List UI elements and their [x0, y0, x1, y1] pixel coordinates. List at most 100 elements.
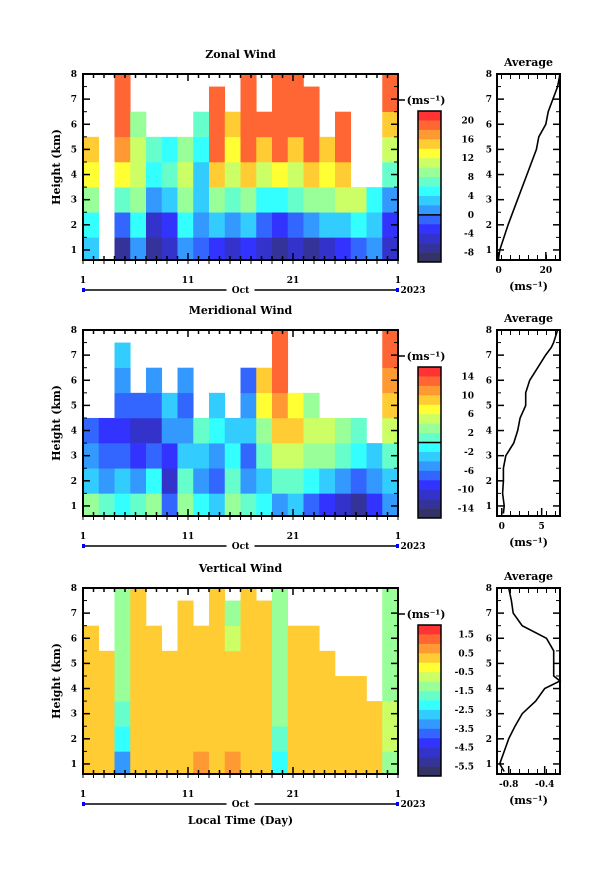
heatmap-cell — [240, 136, 257, 163]
heatmap-cell — [350, 675, 367, 702]
month-span-start — [82, 802, 85, 806]
profile-y-tick-label: 1 — [486, 502, 492, 512]
heatmap-cell — [366, 187, 383, 213]
heatmap-cell — [177, 187, 194, 213]
profile-y-tick-label: 7 — [486, 609, 492, 619]
profile-y-tick-label: 4 — [486, 171, 492, 181]
heatmap-cell — [366, 237, 383, 261]
heatmap-cell — [224, 111, 241, 138]
heatmap-cell — [382, 330, 399, 343]
heatmap-cell — [382, 625, 399, 652]
heatmap-cell — [177, 493, 194, 517]
heatmap-cell — [209, 493, 226, 517]
heatmap-cell — [335, 136, 352, 163]
colorbar-label: 20 — [461, 116, 474, 126]
colorbar-swatch — [418, 423, 441, 434]
heatmap-cell — [83, 161, 100, 188]
heatmap-cell — [272, 650, 289, 677]
heatmap-cell — [287, 751, 304, 775]
heatmap-cell — [146, 625, 163, 652]
y-tick-label: 1 — [71, 760, 77, 770]
heatmap-cell — [256, 493, 273, 517]
heatmap-cell — [224, 726, 241, 752]
heatmap-cell — [272, 86, 289, 113]
heatmap-cell — [335, 443, 352, 469]
heatmap-cell — [303, 161, 320, 188]
heatmap-cell — [335, 212, 352, 238]
y-axis-label: Height (km) — [50, 129, 63, 205]
heatmap-cell — [146, 650, 163, 677]
profile-y-tick-label: 3 — [486, 452, 492, 462]
colorbar-swatch — [418, 158, 441, 168]
year-label: 2023 — [400, 542, 425, 552]
year-label: 2023 — [400, 800, 425, 810]
heatmap-cell — [98, 675, 115, 702]
heatmap-cell — [272, 417, 289, 444]
colorbar-swatch — [418, 367, 441, 377]
heatmap-cell — [224, 751, 241, 775]
profile-y-tick-label: 3 — [486, 710, 492, 720]
colorbar-swatch — [418, 508, 441, 519]
colorbar-swatch — [418, 233, 441, 244]
heatmap-cell — [161, 468, 178, 494]
heatmap-cell — [83, 187, 100, 213]
heatmap-cell — [224, 625, 241, 652]
heatmap-cell — [287, 675, 304, 702]
heatmap-cell — [272, 136, 289, 163]
x-tick-label: 1 — [395, 532, 401, 542]
heatmap-cell — [130, 392, 147, 419]
heatmap-cell — [146, 392, 163, 419]
heatmap-cell — [240, 74, 257, 87]
heatmap-cell — [287, 493, 304, 517]
heatmap-cell — [114, 212, 131, 238]
heatmap-cell — [130, 111, 147, 138]
colorbar-swatch — [418, 252, 441, 263]
heatmap-cell — [335, 187, 352, 213]
heatmap-cell — [177, 237, 194, 261]
heatmap-cell — [287, 650, 304, 677]
heatmap-cell — [272, 74, 289, 87]
colorbar-swatch — [418, 747, 441, 758]
heatmap-cell — [287, 726, 304, 752]
heatmap-cell — [114, 136, 131, 163]
heatmap-cell — [193, 751, 210, 775]
heatmap-cell — [177, 136, 194, 163]
heatmap-cell — [146, 161, 163, 188]
heatmap-cell — [240, 237, 257, 261]
heatmap-cell — [98, 751, 115, 775]
heatmap-cell — [287, 187, 304, 213]
heatmap-cell — [209, 600, 226, 627]
y-tick-label: 2 — [71, 735, 77, 745]
heatmap-cell — [130, 417, 147, 444]
heatmap-cell — [209, 625, 226, 652]
heatmap-cell — [224, 701, 241, 727]
heatmap-cell — [240, 588, 257, 601]
profile-title: Average — [503, 56, 553, 69]
heatmap-cell — [209, 650, 226, 677]
heatmap-cell — [224, 187, 241, 213]
profile-y-tick-label: 6 — [486, 376, 492, 386]
heatmap-cell — [319, 701, 336, 727]
heatmap-cell — [382, 367, 399, 394]
heatmap-cell — [161, 493, 178, 517]
heatmap-cell — [209, 443, 226, 469]
x-tick-label: 21 — [287, 532, 300, 542]
heatmap-cell — [382, 468, 399, 494]
heatmap-cell — [177, 726, 194, 752]
y-tick-label: 4 — [71, 685, 77, 695]
heatmap-cell — [350, 187, 367, 213]
heatmap-cell — [350, 417, 367, 444]
y-tick-label: 6 — [71, 376, 77, 386]
heatmap-cell — [382, 443, 399, 469]
profile-y-tick-label: 2 — [486, 221, 492, 231]
y-tick-label: 7 — [71, 95, 77, 105]
profile-y-tick-label: 8 — [486, 584, 492, 594]
colorbar-label: -10 — [458, 486, 474, 496]
heatmap-cell — [366, 443, 383, 469]
heatmap-cell — [319, 468, 336, 494]
colorbar-swatch — [418, 148, 441, 159]
y-tick-label: 5 — [71, 145, 77, 155]
heatmap-cell — [146, 493, 163, 517]
colorbar-swatch — [418, 195, 441, 206]
x-tick-label: 1 — [395, 276, 401, 286]
